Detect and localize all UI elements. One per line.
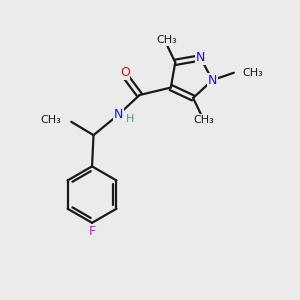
Text: CH₃: CH₃ (156, 35, 177, 45)
Text: F: F (88, 225, 96, 238)
Text: N: N (196, 51, 205, 64)
Text: N: N (114, 108, 124, 121)
Text: H: H (126, 114, 134, 124)
Text: CH₃: CH₃ (243, 68, 263, 78)
Text: N: N (208, 74, 217, 87)
Text: CH₃: CH₃ (40, 115, 61, 125)
Text: O: O (120, 66, 130, 79)
Text: CH₃: CH₃ (193, 115, 214, 125)
